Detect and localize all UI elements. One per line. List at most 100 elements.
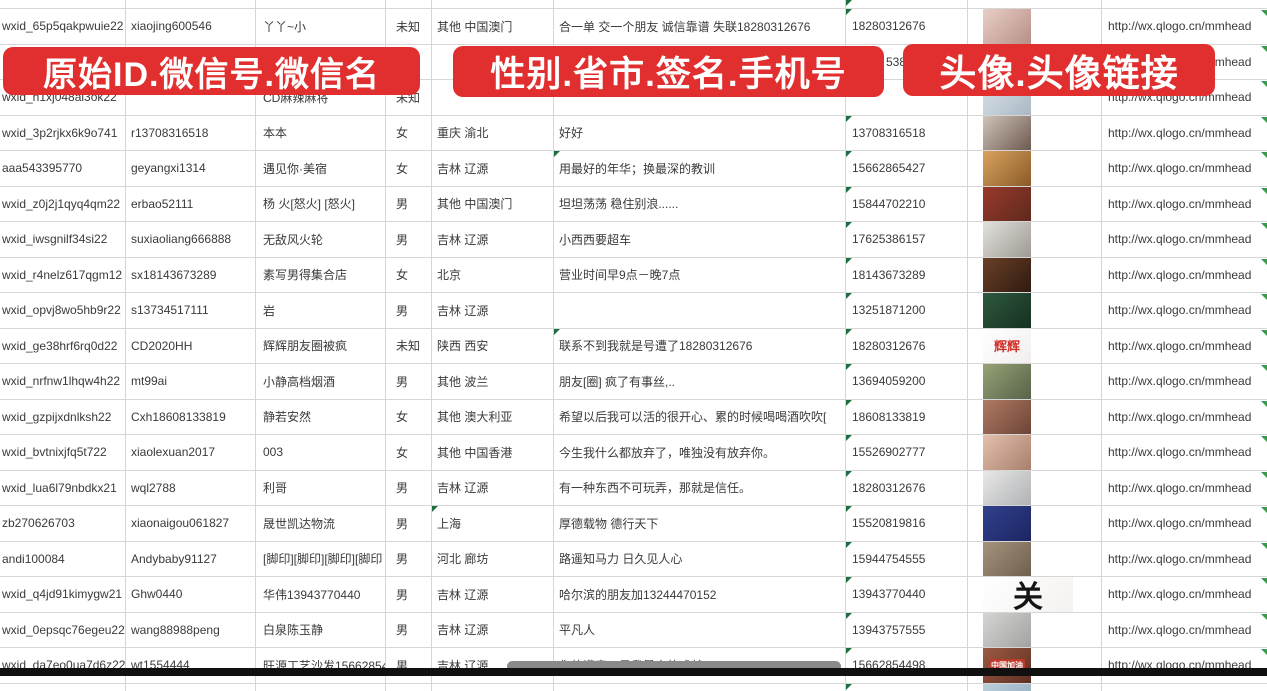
cell-phone[interactable]: 18280312676 [846,328,968,363]
cell-phone[interactable]: 15944754555 [846,541,968,576]
cell-name[interactable] [256,0,386,8]
cell-signature[interactable]: 有一种东西不可玩弄，那就是信任。 [554,470,846,505]
cell-url[interactable]: http://wx.qlogo.cn/mmhead [1102,151,1267,186]
cell-url[interactable]: http://wx.qlogo.cn/mmhead [1102,400,1267,435]
cell-wxid[interactable]: wxid_bvtnixjfq5t722 [0,435,126,470]
cell-signature[interactable] [554,0,846,8]
cell-signature[interactable]: 厚德载物 德行天下 [554,506,846,541]
cell-url[interactable] [1102,684,1267,691]
cell-phone[interactable]: 13943757555 [846,612,968,647]
cell-gender[interactable]: 男 [386,577,432,612]
cell-name[interactable]: 小静高档烟酒 [256,364,386,399]
cell-region[interactable]: 河北 廊坊 [432,541,554,576]
cell-gender[interactable]: 女 [386,115,432,150]
cell-signature[interactable]: 合一单 交一个朋友 诚信靠谱 失联18280312676 [554,9,846,44]
cell-region[interactable]: 吉林 辽源 [432,612,554,647]
cell-avatar[interactable] [968,506,1102,541]
cell-phone[interactable]: 18143673289 [846,257,968,292]
cell-name[interactable]: 岩 [256,293,386,328]
cell-wxid[interactable]: wxid_lua6l79nbdkx21 [0,470,126,505]
cell-signature[interactable]: 联系不到我就是号遭了18280312676 [554,328,846,363]
cell-region[interactable]: 上海 [432,506,554,541]
cell-url[interactable]: http://wx.qlogo.cn/mmhead [1102,187,1267,222]
cell-alias[interactable]: Ghw0440 [126,577,256,612]
cell-avatar[interactable] [968,364,1102,399]
cell-phone[interactable]: 13251871200 [846,293,968,328]
cell-name[interactable]: 华伟13943770440 [256,577,386,612]
cell-signature[interactable]: 坦坦荡荡 稳住别浪...... [554,186,846,221]
cell-name[interactable]: 晟世凯达物流 [256,506,386,541]
cell-url[interactable]: http://wx.qlogo.cn/mmhead [1102,613,1267,648]
cell-avatar[interactable] [968,435,1102,470]
cell-url[interactable] [1102,0,1267,8]
cell-name[interactable]: 遇见你·美宿 [256,151,386,186]
cell-region[interactable] [432,80,554,115]
cell-phone[interactable]: 13694059200 [846,364,968,399]
cell-wxid[interactable]: andi100084 [0,541,126,576]
cell-signature[interactable]: 用最好的年华；换最深的教训 [554,151,846,186]
cell-region[interactable]: 其他 澳大利亚 [432,399,554,434]
cell-avatar[interactable] [968,293,1102,328]
cell-url[interactable]: http://wx.qlogo.cn/mmhead [1102,471,1267,506]
cell-wxid[interactable]: wxid_gzpijxdnlksh22 [0,399,126,434]
cell-gender[interactable] [386,0,432,8]
cell-signature[interactable]: 路遥知马力 日久见人心 [554,541,846,576]
cell-name[interactable]: 003 [256,435,386,470]
cell-region[interactable] [432,0,554,8]
cell-avatar[interactable] [968,470,1102,505]
cell-alias[interactable]: wang88988peng [126,612,256,647]
cell-gender[interactable]: 男 [386,293,432,328]
cell-avatar[interactable] [968,222,1102,257]
cell-avatar[interactable]: 中国加油 [968,648,1102,683]
cell-name[interactable]: 丫丫~小 [256,9,386,44]
cell-alias[interactable]: xiaonaigou061827 [126,506,256,541]
cell-region[interactable]: 其他 中国澳门 [432,186,554,221]
cell-wxid[interactable]: wxid_q4jd91kimygw21 [0,577,126,612]
cell-wxid[interactable]: wxid_r4nelz617qgm12 [0,257,126,292]
cell-avatar[interactable] [968,399,1102,434]
cell-alias[interactable]: geyangxi1314 [126,151,256,186]
cell-region[interactable]: 其他 波兰 [432,364,554,399]
cell-url[interactable]: http://wx.qlogo.cn/mmhead [1102,222,1267,257]
cell-wxid[interactable]: wxid_65p5qakpwuie22 [0,9,126,44]
cell-alias[interactable]: Cxh18608133819 [126,399,256,434]
cell-url[interactable]: http://wx.qlogo.cn/mmhead [1102,258,1267,293]
cell-phone[interactable]: 18280312676 [846,470,968,505]
cell-gender[interactable]: 男 [386,222,432,257]
cell-phone[interactable] [846,0,968,8]
cell-signature[interactable]: 哈尔滨的朋友加13244470152 [554,577,846,612]
cell-signature[interactable]: 朋友[圈] 疯了有事丝,.. [554,364,846,399]
cell-avatar[interactable] [968,186,1102,221]
cell-alias[interactable] [126,80,256,115]
cell-region[interactable]: 北京 [432,257,554,292]
cell-avatar[interactable] [968,0,1102,8]
cell-alias[interactable]: r13708316518 [126,115,256,150]
cell-gender[interactable]: 女 [386,435,432,470]
cell-url[interactable]: http://wx.qlogo.cn/mmhead [1102,542,1267,577]
cell-signature[interactable]: 希望以后我可以活的很开心、累的时候喝喝酒吹吹[ [554,399,846,434]
cell-phone[interactable]: 15844702210 [846,186,968,221]
cell-avatar[interactable] [968,257,1102,292]
cell-name[interactable]: 本本 [256,115,386,150]
cell-avatar[interactable] [968,115,1102,150]
cell-alias[interactable] [126,0,256,8]
cell-region[interactable]: 其他 中国香港 [432,435,554,470]
cell-alias[interactable]: erbao52111 [126,186,256,221]
cell-region[interactable]: 吉林 辽源 [432,222,554,257]
cell-phone[interactable]: 15662865427 [846,151,968,186]
cell-name[interactable]: 杨 火[怒火] [怒火] [256,186,386,221]
cell-phone[interactable]: 15526902777 [846,435,968,470]
cell-avatar[interactable]: 辉辉 [968,328,1102,363]
cell-gender[interactable] [386,683,432,691]
cell-phone[interactable]: 13708316518 [846,115,968,150]
cell-phone[interactable]: 15520819816 [846,506,968,541]
cell-avatar[interactable] [968,151,1102,186]
cell-wxid[interactable]: wxid_iwsgnilf34si22 [0,222,126,257]
cell-url[interactable]: http://wx.qlogo.cn/mmhead [1102,506,1267,541]
cell-wxid[interactable]: wxid_opvj8wo5hb9r22 [0,293,126,328]
cell-url[interactable]: http://wx.qlogo.cn/mmhead [1102,293,1267,328]
cell-alias[interactable] [126,683,256,691]
cell-signature[interactable]: 平凡人 [554,612,846,647]
cell-url[interactable]: http://wx.qlogo.cn/mmhead [1102,648,1267,683]
cell-url[interactable]: http://wx.qlogo.cn/mmhead [1102,364,1267,399]
